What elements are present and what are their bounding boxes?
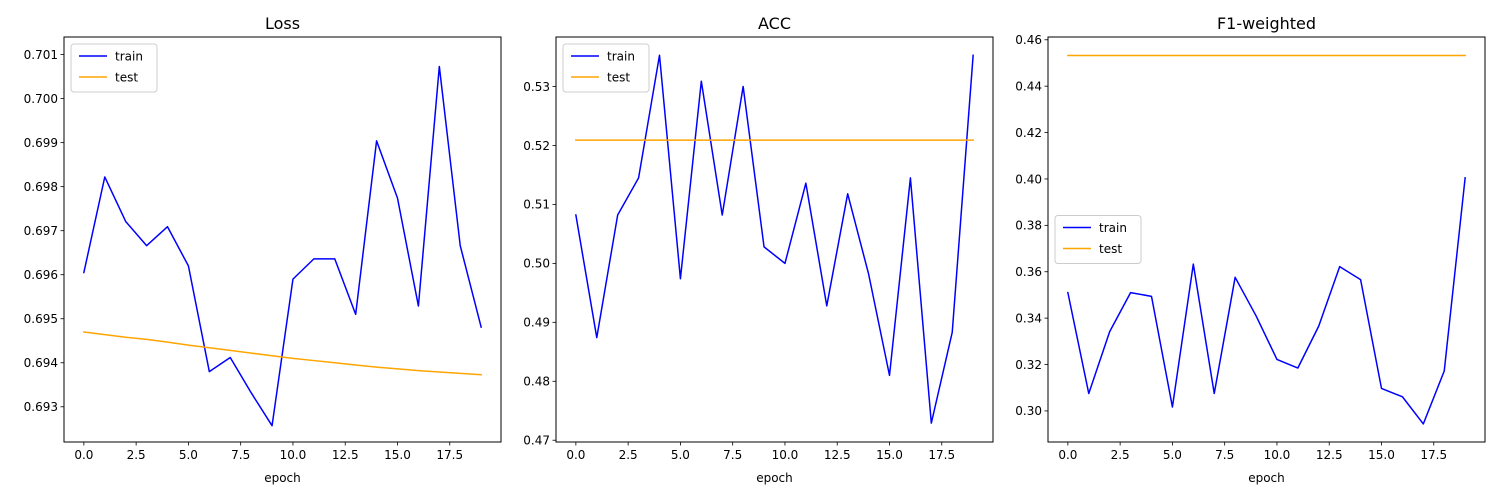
x-tick-label: 7.5 — [1215, 448, 1234, 462]
y-tick-label: 0.36 — [1015, 265, 1042, 279]
y-tick-label: 0.53 — [523, 80, 550, 94]
y-tick-label: 0.46 — [1015, 33, 1042, 47]
y-tick-label: 0.694 — [24, 356, 58, 370]
x-tick-label: 0.0 — [1058, 448, 1077, 462]
x-tick-label: 2.5 — [619, 448, 638, 462]
y-tick-label: 0.697 — [24, 224, 58, 238]
x-tick-label: 5.0 — [179, 448, 198, 462]
y-tick-label: 0.693 — [24, 400, 58, 414]
legend-label-train: train — [1099, 221, 1127, 235]
legend-label-train: train — [115, 49, 143, 63]
x-tick-label: 12.5 — [1316, 448, 1343, 462]
plot-area — [82, 65, 483, 427]
x-tick-label: 2.5 — [127, 448, 146, 462]
x-tick-label: 0.0 — [566, 448, 585, 462]
y-tick-label: 0.51 — [523, 198, 550, 212]
legend-label-test: test — [1099, 242, 1122, 256]
y-tick-label: 0.695 — [24, 312, 58, 326]
y-tick-label: 0.698 — [24, 180, 58, 194]
legend-label-train: train — [607, 49, 635, 63]
y-tick-label: 0.700 — [24, 92, 58, 106]
y-tick-label: 0.40 — [1015, 172, 1042, 186]
x-tick-label: 10.0 — [772, 448, 799, 462]
panel-title: F1-weighted — [1217, 14, 1316, 33]
x-tick-label: 10.0 — [280, 448, 307, 462]
x-tick-label: 15.0 — [384, 448, 411, 462]
axes-frame — [555, 36, 994, 443]
legend-box — [1054, 215, 1142, 264]
series-line-train — [574, 54, 974, 424]
plot-area — [574, 54, 974, 424]
y-tick-label: 0.44 — [1015, 79, 1042, 93]
y-tick-label: 0.701 — [24, 48, 58, 62]
x-tick-label: 12.5 — [332, 448, 359, 462]
legend: train test — [1054, 215, 1142, 264]
x-axis-label: epoch — [756, 471, 793, 485]
x-tick-label: 17.5 — [1420, 448, 1447, 462]
series-line-train — [82, 65, 483, 427]
panel-loss: Loss 0.0 2.5 5.0 7.5 10.0 12.5 15.0 17.50.6930.… — [24, 14, 502, 485]
x-axis-label: epoch — [1248, 471, 1285, 485]
y-tick-label: 0.34 — [1015, 311, 1042, 325]
x-tick-label: 5.0 — [1163, 448, 1182, 462]
plot-area — [1066, 54, 1466, 425]
x-tick-label: 2.5 — [1111, 448, 1130, 462]
y-tick-label: 0.38 — [1015, 219, 1042, 233]
x-tick-label: 17.5 — [436, 448, 463, 462]
x-tick-label: 7.5 — [723, 448, 742, 462]
x-tick-label: 12.5 — [824, 448, 851, 462]
series-line-train — [1066, 176, 1466, 425]
x-tick-label: 15.0 — [876, 448, 903, 462]
legend-box — [562, 43, 650, 93]
y-tick-label: 0.42 — [1015, 126, 1042, 140]
series-line-test — [83, 331, 482, 376]
axes-ticks: 0.0 2.5 5.0 7.5 10.0 12.5 15.0 17.5 0.30 0.32 0.34… — [1015, 33, 1447, 462]
axes-ticks: 0.0 2.5 5.0 7.5 10.0 12.5 15.0 17.5 0.47 0.48 0.49… — [523, 80, 955, 462]
legend-box — [70, 43, 158, 93]
legend-label-test: test — [115, 70, 138, 84]
x-tick-label: 5.0 — [671, 448, 690, 462]
y-tick-label: 0.699 — [24, 136, 58, 150]
y-tick-label: 0.52 — [523, 139, 550, 153]
panel-title: ACC — [758, 14, 791, 33]
y-tick-label: 0.696 — [24, 268, 58, 282]
panel-f1-weighted: F1-weighted 0.0 2.5 5.0 7.5 10.0 12.5 15.0 17.5… — [1015, 14, 1486, 485]
axes-frame — [63, 36, 502, 443]
axes-ticks: 0.0 2.5 5.0 7.5 10.0 12.5 15.0 17.5 0.693 0.694 0.… — [24, 48, 463, 462]
x-axis-label: epoch — [264, 471, 301, 485]
axes-frame — [1047, 36, 1486, 443]
legend: train test — [70, 43, 158, 93]
legend-label-test: test — [607, 70, 630, 84]
y-tick-label: 0.48 — [523, 375, 550, 389]
y-tick-label: 0.49 — [523, 316, 550, 330]
x-tick-label: 10.0 — [1264, 448, 1291, 462]
x-tick-label: 0.0 — [74, 448, 93, 462]
x-tick-label: 17.5 — [928, 448, 955, 462]
panel-title: Loss — [265, 14, 300, 33]
panel-acc: ACC 0.0 2.5 5.0 7.5 10.0 12.5 15.0 17.5 0.47 0.48… — [523, 14, 994, 485]
legend: train test — [562, 43, 650, 93]
x-tick-label: 15.0 — [1368, 448, 1395, 462]
x-tick-label: 7.5 — [231, 448, 250, 462]
y-tick-label: 0.47 — [523, 434, 550, 448]
y-tick-label: 0.32 — [1015, 358, 1042, 372]
y-tick-label: 0.30 — [1015, 404, 1042, 418]
y-tick-label: 0.50 — [523, 257, 550, 271]
